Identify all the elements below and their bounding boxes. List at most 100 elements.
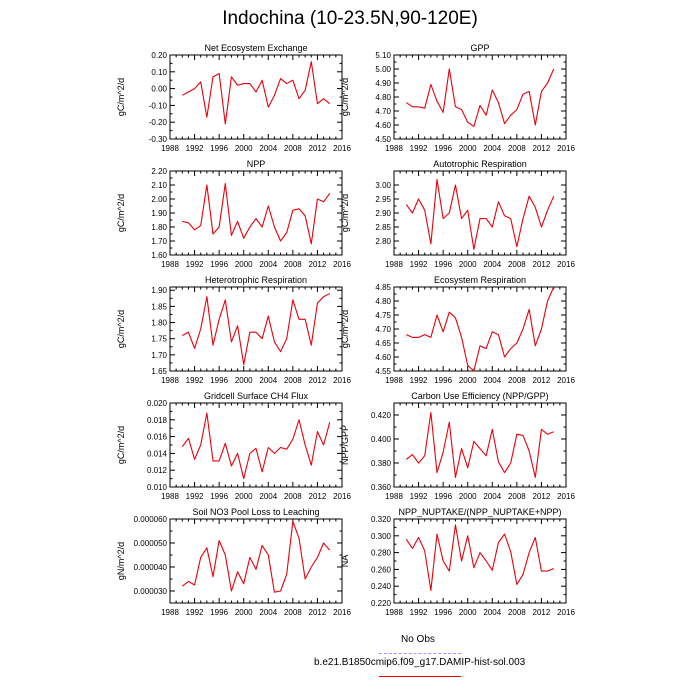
x-tick-label: 2012 xyxy=(533,608,551,617)
x-tick-label: 2016 xyxy=(557,376,575,385)
y-tick-label: 0.280 xyxy=(371,549,392,558)
x-tick-label: 1988 xyxy=(385,260,403,269)
x-tick-label: 2008 xyxy=(508,492,526,501)
y-tick-label: 0.000040 xyxy=(134,563,168,572)
x-tick-label: 1996 xyxy=(210,260,228,269)
series-line xyxy=(405,412,554,478)
x-tick-label: 2016 xyxy=(333,492,351,501)
y-tick-label: 1.75 xyxy=(151,335,167,344)
y-tick-label: 1.80 xyxy=(151,319,167,328)
x-tick-label: 1992 xyxy=(410,260,428,269)
y-axis-label: gC/m^2/d xyxy=(116,426,126,464)
chart-panel-5: Heterotrophic Respiration gC/m^2/d 1.90 1.8… xyxy=(116,275,351,385)
x-tick-label: 2012 xyxy=(309,260,327,269)
x-tick-label: 2000 xyxy=(459,376,477,385)
x-tick-label: 1992 xyxy=(186,608,204,617)
x-tick-label: 1988 xyxy=(161,492,179,501)
x-tick-label: 2004 xyxy=(259,376,277,385)
y-tick-label: 0.320 xyxy=(371,515,392,524)
x-tick-label: 2004 xyxy=(259,608,277,617)
legend-model-label: b.e21.B1850cmip6.f09_g17.DAMIP-hist-sol.… xyxy=(314,657,526,668)
y-tick-label: 1.90 xyxy=(151,286,167,295)
plot-frame xyxy=(169,170,343,256)
y-tick-label: 4.85 xyxy=(375,283,391,292)
x-tick-label: 1988 xyxy=(385,376,403,385)
plot-frame xyxy=(169,402,343,488)
legend-model-line xyxy=(379,676,461,677)
panel-title: Soil NO3 Pool Loss to Leaching xyxy=(192,507,319,517)
x-tick-label: 2004 xyxy=(483,376,501,385)
y-axis-label: gC/m^2/d xyxy=(116,310,126,348)
series-line xyxy=(405,524,554,591)
x-tick-label: 2012 xyxy=(533,376,551,385)
y-tick-label: 4.80 xyxy=(375,93,391,102)
x-tick-label: 2004 xyxy=(483,492,501,501)
x-tick-label: 2012 xyxy=(533,260,551,269)
y-axis-label: gC/m^2/d xyxy=(340,310,350,348)
y-axis-label: NPP/GPP xyxy=(340,425,350,465)
x-tick-label: 1988 xyxy=(161,260,179,269)
x-tick-label: 2008 xyxy=(508,260,526,269)
x-tick-label: 2008 xyxy=(284,376,302,385)
y-tick-label: 0.010 xyxy=(147,483,168,492)
y-tick-label: 1.60 xyxy=(151,251,167,260)
x-tick-label: 1988 xyxy=(161,376,179,385)
x-tick-label: 2008 xyxy=(284,260,302,269)
y-tick-label: 4.55 xyxy=(375,367,391,376)
plot-frame xyxy=(393,518,567,604)
x-tick-label: 2012 xyxy=(309,376,327,385)
y-tick-label: 0.360 xyxy=(371,483,392,492)
x-tick-label: 2000 xyxy=(459,144,477,153)
legend-obs-line xyxy=(379,653,461,654)
x-tick-label: 1996 xyxy=(434,608,452,617)
chart-panel-2: GPPgC/m^2/d5.105.004.904.804.704.604.501… xyxy=(340,43,575,153)
x-tick-label: 2000 xyxy=(459,260,477,269)
x-tick-label: 1992 xyxy=(410,144,428,153)
x-tick-label: 2016 xyxy=(557,608,575,617)
series-line xyxy=(182,183,331,245)
y-tick-label: 4.65 xyxy=(375,339,391,348)
x-tick-label: 2008 xyxy=(284,492,302,501)
y-tick-label: 0.240 xyxy=(371,582,392,591)
x-tick-label: 1988 xyxy=(385,144,403,153)
y-tick-label: 0.016 xyxy=(147,433,168,442)
y-tick-label: 2.80 xyxy=(375,237,391,246)
y-tick-label: 1.80 xyxy=(151,223,167,232)
y-tick-label: 0.260 xyxy=(371,565,392,574)
x-tick-label: 2000 xyxy=(235,492,253,501)
plot-frame xyxy=(169,286,343,372)
y-tick-label: 4.70 xyxy=(375,325,391,334)
panel-title: NPP_NUPTAKE/(NPP_NUPTAKE+NPP) xyxy=(399,507,562,517)
y-axis-label: gN/m^2/d xyxy=(116,542,126,580)
x-tick-label: 1992 xyxy=(186,492,204,501)
chart-panel-9: Soil NO3 Pool Loss to Leaching gN/m^2/d 0.… xyxy=(116,507,351,617)
y-tick-label: 3.00 xyxy=(375,181,391,190)
y-tick-label: 0.220 xyxy=(371,599,392,608)
y-tick-label: 4.75 xyxy=(375,311,391,320)
y-tick-label: 0.020 xyxy=(147,399,168,408)
y-tick-label: 1.70 xyxy=(151,237,167,246)
x-tick-label: 2012 xyxy=(309,492,327,501)
x-tick-label: 2004 xyxy=(259,144,277,153)
panel-title: NPP xyxy=(247,159,266,169)
y-axis-label: gC/m^2/d xyxy=(340,78,350,116)
y-tick-label: 0.014 xyxy=(147,449,168,458)
y-axis-label: gC/m^2/d xyxy=(340,194,350,232)
y-tick-label: 2.95 xyxy=(375,195,391,204)
y-tick-label: 4.90 xyxy=(375,79,391,88)
y-tick-label: -0.30 xyxy=(149,135,168,144)
x-tick-label: 2008 xyxy=(508,376,526,385)
panel-title: Autotrophic Respiration xyxy=(433,159,527,169)
x-tick-label: 2012 xyxy=(533,492,551,501)
x-tick-label: 2008 xyxy=(508,144,526,153)
x-tick-label: 1992 xyxy=(186,376,204,385)
x-tick-label: 1988 xyxy=(161,608,179,617)
x-tick-label: 1996 xyxy=(210,492,228,501)
chart-panel-10: NPP_NUPTAKE/(NPP_NUPTAKE+NPP) NA 0.320 0.30… xyxy=(340,507,575,617)
x-tick-label: 1996 xyxy=(434,144,452,153)
x-tick-label: 2016 xyxy=(557,144,575,153)
x-tick-label: 2012 xyxy=(533,144,551,153)
chart-panel-7: Gridcell Surface CH4 Flux gC/m^2/d 0.020 0.… xyxy=(116,391,351,501)
y-tick-label: 5.00 xyxy=(375,65,391,74)
y-axis-label: gC/m^2/d xyxy=(116,78,126,116)
